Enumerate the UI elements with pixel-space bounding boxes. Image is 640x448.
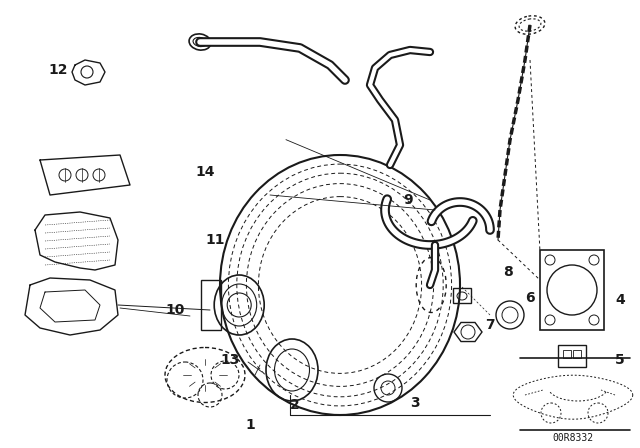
Bar [573, 350, 581, 358]
Text: 00R8332: 00R8332 [552, 433, 593, 443]
Text: 6: 6 [525, 291, 535, 305]
Text: 13: 13 [220, 353, 240, 367]
Text: 12: 12 [48, 63, 68, 77]
Bar [540, 250, 604, 330]
Text: 2: 2 [290, 398, 300, 412]
Text: 10: 10 [165, 303, 185, 317]
Text: 7: 7 [485, 318, 495, 332]
Bar [201, 280, 221, 330]
Text: 4: 4 [615, 293, 625, 307]
Text: 5: 5 [615, 353, 625, 367]
Text: 9: 9 [403, 193, 413, 207]
Text: 11: 11 [205, 233, 225, 247]
Text: 8: 8 [503, 265, 513, 279]
Text: 14: 14 [195, 165, 215, 179]
Bar [453, 288, 471, 303]
Text: 3: 3 [410, 396, 420, 410]
Text: 1: 1 [245, 418, 255, 432]
Bar [563, 350, 571, 358]
Bar [558, 345, 586, 367]
